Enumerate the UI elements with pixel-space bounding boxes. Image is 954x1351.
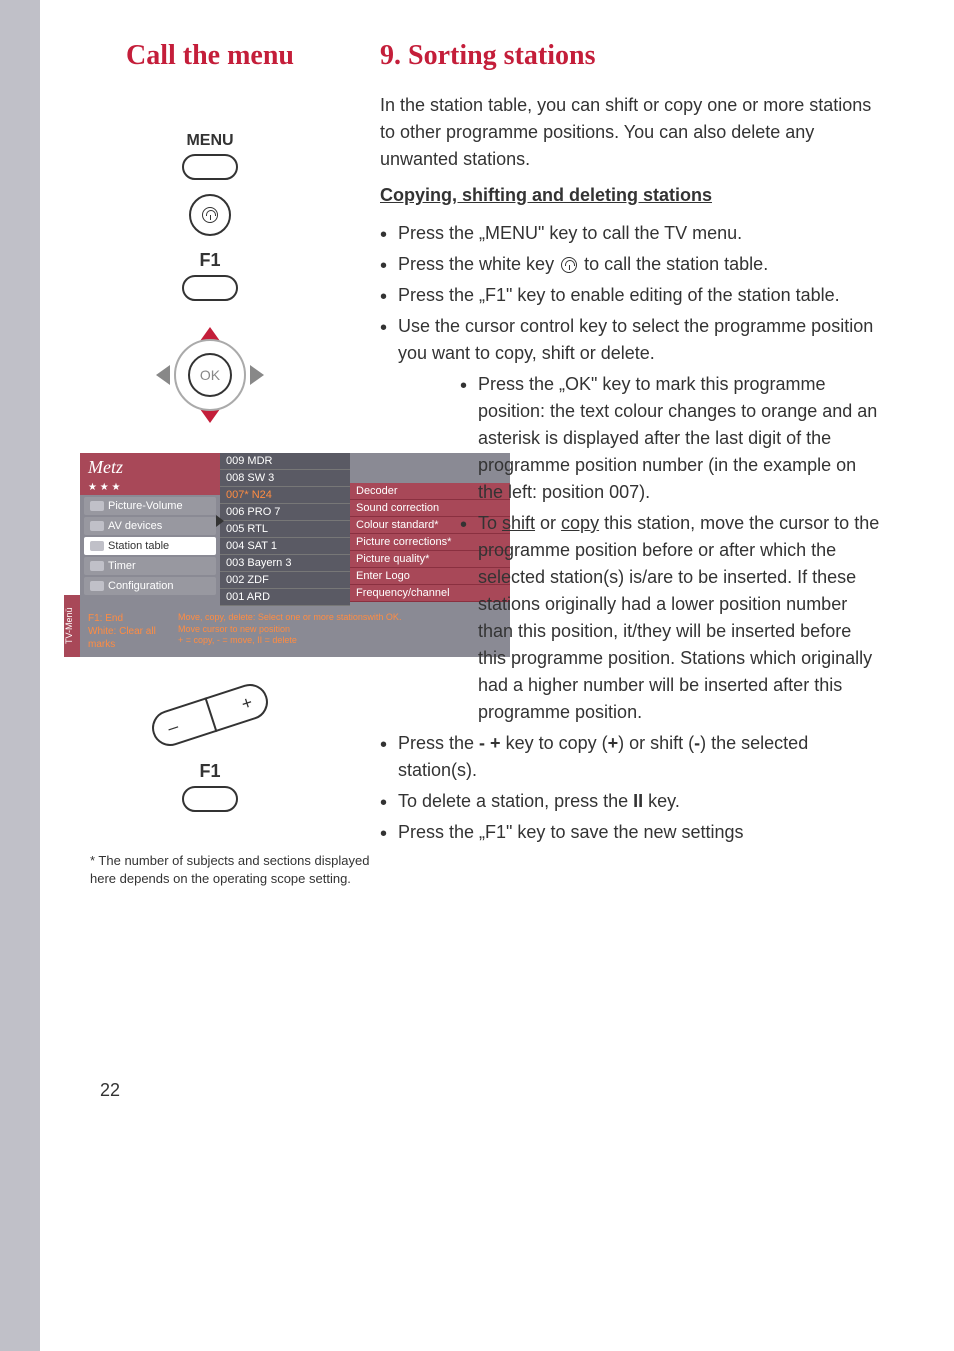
white-key-icon — [189, 194, 231, 236]
page-number: 22 — [100, 1080, 120, 1101]
dpad-down-icon — [200, 409, 220, 423]
bullet-item: Press the white key to call the station … — [380, 251, 884, 278]
remote-diagram: MENU F1 OK — [40, 92, 380, 435]
bullet-item: To shift or copy this station, move the … — [460, 510, 884, 726]
bullet-list-bottom: Press the - + key to copy (+) or shift (… — [380, 730, 884, 846]
minus-label: – — [165, 716, 181, 739]
header-row: Call the menu 9. Sorting stations — [40, 40, 934, 72]
footnote: * The number of subjects and sections di… — [90, 852, 370, 888]
osd-menu: TV-Menü Metz ★ ★ ★ Picture-VolumeAV devi… — [80, 453, 510, 657]
antenna-icon — [202, 207, 218, 223]
f1-label: F1 — [40, 250, 380, 271]
intro-paragraph: In the station table, you can shift or c… — [380, 92, 884, 173]
osd-menu-item: Station table — [84, 537, 216, 555]
f1-label-2: F1 — [40, 761, 380, 782]
bullet-item: Press the „OK" key to mark this programm… — [460, 371, 884, 506]
bullet-item: To delete a station, press the II key. — [380, 788, 884, 815]
osd-menu-item: Configuration — [84, 577, 216, 595]
osd-logo: Metz — [80, 453, 220, 482]
menu-button-icon — [182, 154, 238, 180]
ok-button-icon: OK — [188, 353, 232, 397]
osd-footer-left: F1: EndWhite: Clear all marks — [88, 612, 178, 651]
rocker-section: – + F1 — [40, 697, 380, 812]
left-sidebar — [0, 0, 40, 1351]
osd-station-row: 002 ZDF — [220, 572, 350, 589]
pointer-icon — [216, 515, 224, 527]
osd-station-row: 008 SW 3 — [220, 470, 350, 487]
osd-footer: F1: EndWhite: Clear all marks Move, copy… — [80, 606, 510, 657]
dpad-icon: OK — [150, 315, 270, 435]
bullet-item: Press the „F1" key to save the new setti… — [380, 819, 884, 846]
antenna-icon — [561, 257, 577, 273]
left-heading: Call the menu — [40, 40, 380, 72]
tv-menu-tab: TV-Menü — [64, 595, 80, 657]
bullet-item: Use the cursor control key to select the… — [380, 313, 884, 367]
osd-stars: ★ ★ ★ — [80, 482, 220, 495]
subheading: Copying, shifting and deleting stations — [380, 185, 884, 206]
osd-footer-right: Move, copy, delete: Select one or more s… — [178, 612, 502, 651]
osd-station-row: 009 MDR — [220, 453, 350, 470]
osd-station-row: 006 PRO 7 — [220, 504, 350, 521]
f1-button-icon-2 — [182, 786, 238, 812]
menu-label: MENU — [40, 132, 380, 150]
osd-menu-item: Timer — [84, 557, 216, 575]
osd-station-row: 003 Bayern 3 — [220, 555, 350, 572]
right-heading: 9. Sorting stations — [380, 40, 884, 72]
bullet-item: Press the „F1" key to enable editing of … — [380, 282, 884, 309]
osd-menu-item: AV devices — [84, 517, 216, 535]
plus-label: + — [239, 691, 255, 714]
bullet-item: Press the „MENU" key to call the TV menu… — [380, 220, 884, 247]
bullet-list-indented: Press the „OK" key to mark this programm… — [460, 371, 884, 726]
content-area: Call the menu 9. Sorting stations MENU F… — [40, 0, 954, 1351]
page: Call the menu 9. Sorting stations MENU F… — [0, 0, 954, 1351]
osd-station-row: 001 ARD — [220, 589, 350, 606]
dpad-left-icon — [156, 365, 170, 385]
osd-left-panel: Metz ★ ★ ★ Picture-Volume AV devices Stati… — [80, 453, 220, 606]
bullet-list-top: Press the „MENU" key to call the TV menu… — [380, 220, 884, 367]
left-column: MENU F1 OK — [40, 92, 380, 888]
bullet-item: Press the - + key to copy (+) or shift (… — [380, 730, 884, 784]
osd-menu-item: Picture-Volume — [84, 497, 216, 515]
osd-station-row: 007* N24 — [220, 487, 350, 504]
dpad-right-icon — [250, 365, 264, 385]
osd-station-row: 005 RTL — [220, 521, 350, 538]
rocker-button-icon: – + — [147, 679, 272, 750]
f1-button-icon — [182, 275, 238, 301]
osd-station-row: 004 SAT 1 — [220, 538, 350, 555]
right-column: In the station table, you can shift or c… — [380, 92, 934, 888]
osd-station-list: 009 MDR008 SW 3007* N24006 PRO 7005 RTL0… — [220, 453, 350, 606]
